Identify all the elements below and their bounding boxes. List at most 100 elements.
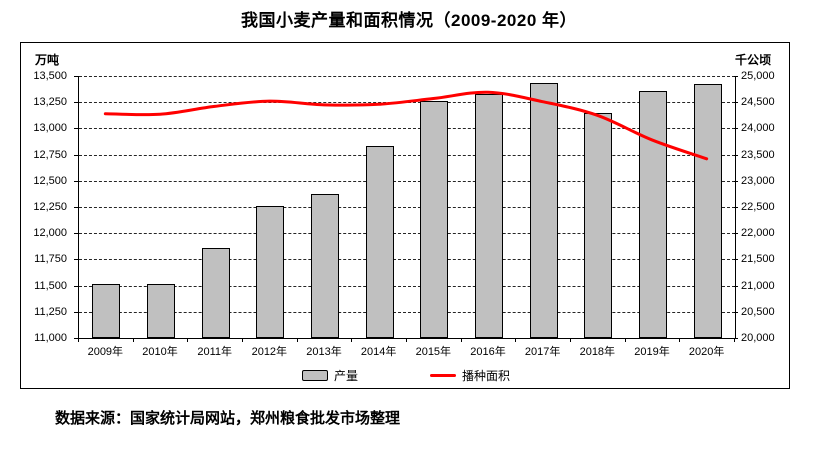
left-axis-tick-label: 11,000 [34,332,67,344]
source-note: 数据来源：国家统计局网站，郑州粮食批发市场整理 [55,410,401,427]
gridline [79,311,735,313]
left-axis-tick [74,285,78,287]
right-axis-tick [734,233,738,235]
left-axis-tick-label: 12,250 [33,201,67,213]
x-axis-tick [679,338,681,342]
gridline [79,259,735,261]
x-axis-tick [351,338,353,342]
left-axis-tick-label: 11,750 [34,253,67,266]
x-axis-label: 2011年 [197,346,232,358]
bar-2015年 [420,101,449,338]
bar-2010年 [147,283,175,338]
left-axis-tick [74,128,78,130]
left-axis-tick [74,207,78,208]
right-axis-tick-label: 23,000 [741,174,775,187]
right-axis-tick-label: 24,000 [741,122,775,135]
x-axis-label: 2018年 [579,346,616,358]
bar-2014年 [365,146,394,338]
right-axis-tick-label: 25,000 [741,70,775,82]
bar-2012年 [256,205,285,338]
x-axis-label: 2012年 [251,346,288,358]
right-axis-tick [734,76,738,77]
right-axis-tick-label: 24,500 [741,96,775,109]
left-axis-tick [74,338,78,339]
x-axis-tick [406,338,407,342]
right-axis-tick [734,338,738,339]
x-axis-tick [460,338,462,342]
bar-2009年 [92,284,121,338]
x-axis-label: 2010年 [142,346,178,358]
bar-2018年 [584,112,613,338]
legend-label-sown-area: 播种面积 [462,369,511,383]
bar-2020年 [693,83,722,338]
left-axis-tick-label: 12,500 [33,174,67,187]
x-axis-tick [624,338,626,342]
right-axis-tick-label: 20,000 [741,332,775,344]
legend-label-production: 产量 [333,369,358,383]
right-axis-tick [734,207,738,208]
x-axis-tick [242,338,243,342]
left-axis-tick-label: 13,500 [33,70,67,82]
bar-2016年 [475,93,503,338]
bar-2013年 [311,194,339,338]
sown-area-line [103,90,709,161]
x-axis-label: 2019年 [634,346,670,358]
right-axis-tick [734,311,738,313]
right-axis-tick-label: 23,500 [741,148,775,161]
x-axis-label: 2009年 [87,346,124,358]
left-axis-tick [74,154,78,156]
gridline [79,285,735,287]
left-axis-tick [74,102,78,104]
gridline [79,180,735,182]
left-axis-tick [74,180,78,182]
left-axis-tick [74,311,78,313]
plot-area [78,76,736,339]
bar-2011年 [201,247,230,338]
bar-2017年 [529,83,558,338]
x-axis-label: 2014年 [360,346,397,358]
legend-bar-swatch [301,370,328,381]
x-axis-label: 2015年 [415,346,452,358]
x-axis-tick [187,338,189,342]
right-axis-tick-label: 21,500 [741,253,775,266]
right-axis-tick [734,128,738,130]
sown-area-line-path [103,90,709,161]
chart-title: 我国小麦产量和面积情况（2009-2020 年） [240,11,578,30]
right-axis-tick-label: 21,000 [741,279,775,292]
left-axis-tick [74,233,78,235]
gridline [79,233,735,235]
right-axis-tick [734,102,738,104]
left-axis-tick-label: 11,250 [34,305,67,318]
right-axis-tick [734,154,738,156]
x-axis-tick [132,338,134,342]
x-axis-tick [734,338,735,342]
x-axis-label: 2016年 [470,346,506,358]
right-axis-tick-label: 22,500 [741,201,775,213]
right-axis-tick [734,259,738,261]
x-axis-tick [78,338,79,342]
legend-line-swatch [430,374,456,377]
left-axis-tick-label: 12,750 [33,148,67,161]
gridline [79,76,735,77]
x-axis-tick [296,338,298,342]
right-axis-tick [734,180,738,182]
legend-item-sown-area: 播种面积 [430,367,510,384]
right-axis-tick-label: 22,000 [741,227,775,240]
gridline [79,154,735,156]
left-axis-unit-label: 万吨 [35,53,60,67]
x-axis-tick [515,338,517,342]
left-axis-tick-label: 12,000 [33,227,67,240]
x-axis-label: 2017年 [524,346,561,358]
left-axis-tick-label: 13,250 [33,96,67,109]
gridline [79,128,735,130]
bar-2019年 [639,90,667,338]
left-axis-tick [74,76,78,77]
x-axis-label: 2020年 [688,346,725,358]
right-axis-tick [734,285,738,287]
left-axis-tick-label: 13,000 [33,122,67,135]
gridline [79,207,735,208]
chart-frame: 万吨 千公顷 产量 播种面积 13,500 25,000 13,250 24,500 1… [20,42,790,389]
legend: 产量 播种面积 [21,367,791,384]
legend-item-production: 产量 [301,367,358,384]
